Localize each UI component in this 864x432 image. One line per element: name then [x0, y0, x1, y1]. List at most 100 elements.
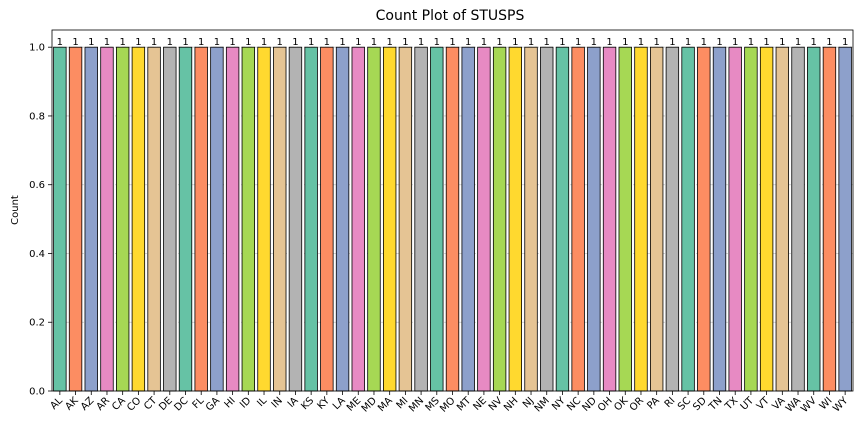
bar-wy: [838, 46, 852, 392]
y-tick-label: 0.6: [29, 180, 45, 191]
x-tick-label: IN: [270, 395, 285, 410]
bar-ak: [68, 46, 83, 392]
x-tick-label: NY: [550, 395, 568, 413]
y-axis-ticks: 0.0 0.2 0.4 0.6 0.8 1.0: [29, 43, 52, 398]
bar-hi: [225, 46, 240, 392]
data-label: 1: [119, 37, 125, 48]
x-tick-label: VT: [755, 395, 773, 413]
x-tick-label: RI: [663, 395, 678, 410]
bar-wi: [822, 46, 837, 392]
bar-md: [367, 46, 381, 392]
data-label: 1: [198, 37, 204, 48]
data-label: 1: [324, 37, 330, 48]
bar-ks: [304, 46, 318, 392]
data-label: 1: [528, 37, 534, 48]
bar-la: [335, 46, 350, 392]
data-label: 1: [135, 37, 141, 48]
bar-id: [241, 46, 256, 392]
data-label: 1: [418, 37, 424, 48]
x-tick-label: NC: [565, 395, 583, 413]
x-tick-label: AL: [48, 395, 65, 412]
bar-nj: [524, 46, 538, 392]
bar-ny: [555, 46, 570, 392]
x-tick-label: OK: [612, 395, 630, 413]
bar-mt: [461, 46, 475, 392]
data-label: 1: [402, 37, 408, 48]
x-tick-label: SC: [676, 395, 693, 412]
x-tick-label: TN: [707, 395, 725, 413]
bar-dc: [178, 46, 193, 392]
data-label: 1: [386, 37, 392, 48]
bar-ia: [288, 46, 303, 392]
bar-de: [163, 46, 177, 392]
data-label: 1: [167, 37, 173, 48]
bar-mo: [445, 46, 460, 392]
bar-ri: [665, 46, 680, 392]
data-label: 1: [339, 37, 345, 48]
bar-nv: [492, 46, 507, 392]
data-label: 1: [826, 37, 832, 48]
data-label: 1: [811, 37, 817, 48]
x-tick-label: TX: [723, 395, 741, 413]
bar-ca: [115, 46, 130, 392]
data-label: 1: [591, 37, 597, 48]
x-tick-label: AR: [95, 395, 113, 413]
data-label: 1: [606, 37, 612, 48]
x-tick-label: MS: [424, 395, 442, 413]
x-tick-label: SD: [691, 395, 709, 413]
bar-az: [84, 46, 98, 392]
bar-nh: [508, 46, 523, 392]
bar-sc: [681, 46, 695, 392]
data-label: 1: [763, 37, 769, 48]
x-tick-label: DC: [172, 395, 190, 413]
data-label: 1: [229, 37, 235, 48]
data-label: 1: [292, 37, 298, 48]
x-tick-label: DE: [157, 395, 175, 413]
data-label: 1: [512, 37, 518, 48]
x-tick-label: KS: [299, 395, 316, 412]
bar-pa: [649, 46, 664, 392]
bar-va: [775, 46, 790, 392]
x-tick-label: OR: [628, 395, 646, 413]
data-label: 1: [496, 37, 502, 48]
x-tick-label: GA: [204, 395, 222, 413]
x-tick-label: WI: [818, 395, 835, 412]
data-label: 1: [261, 37, 267, 48]
data-label: 1: [371, 37, 377, 48]
bar-in: [273, 46, 287, 392]
x-tick-label: CT: [142, 395, 160, 413]
bar-nc: [571, 46, 585, 392]
bar-nd: [587, 46, 601, 392]
bar-tx: [728, 46, 742, 392]
x-tick-label: MA: [376, 395, 395, 414]
x-tick-label: NH: [502, 395, 520, 413]
data-label: 1: [151, 37, 157, 48]
bar-co: [131, 46, 146, 392]
x-tick-label: HI: [223, 395, 238, 410]
data-label: 1: [575, 37, 581, 48]
x-tick-label: IL: [255, 395, 269, 409]
data-label: 1: [434, 37, 440, 48]
x-tick-label: AZ: [79, 395, 97, 413]
bar-ct: [147, 46, 161, 392]
bar-mi: [398, 46, 413, 392]
y-axis-label: Count: [10, 195, 21, 225]
x-tick-label: UT: [739, 395, 757, 413]
x-tick-label: WV: [799, 395, 819, 415]
x-tick-label: OH: [596, 395, 615, 414]
bar-oh: [602, 46, 617, 392]
bar-wv: [807, 46, 821, 392]
bar-mn: [414, 46, 428, 392]
bar-me: [351, 46, 365, 392]
chart-title: Count Plot of STUSPS: [376, 8, 525, 24]
data-label: 1: [779, 37, 785, 48]
data-label: 1: [72, 37, 78, 48]
x-tick-label: NE: [471, 395, 489, 413]
data-label: 1: [842, 37, 848, 48]
x-tick-label: NV: [487, 395, 505, 413]
x-tick-label: CA: [110, 395, 128, 413]
data-label: 1: [245, 37, 251, 48]
